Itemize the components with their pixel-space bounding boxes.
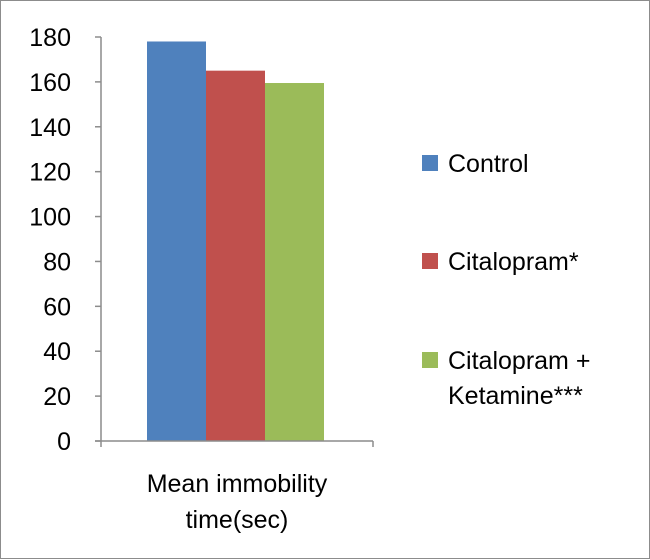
y-tick-label-80: 80 — [43, 248, 71, 276]
y-tick-label-180: 180 — [29, 24, 71, 52]
bar-2 — [206, 70, 265, 442]
bar-1 — [147, 41, 206, 441]
legend-label-3-line-2: Ketamine*** — [448, 382, 583, 410]
y-tick-label-100: 100 — [29, 204, 71, 232]
y-tick-label-0: 0 — [57, 428, 71, 456]
bar-3 — [265, 83, 324, 441]
legend-swatch-1 — [422, 155, 438, 171]
y-tick-label-120: 120 — [29, 159, 71, 187]
legend-label-1: Control — [448, 150, 529, 178]
y-tick-label-140: 140 — [29, 114, 71, 142]
y-tick-label-160: 160 — [29, 69, 71, 97]
plot-area: 0 20 40 60 80 100 120 140 160 180 Mean immobility t… — [29, 24, 374, 534]
legend-label-3-line-1: Citalopram + — [448, 347, 590, 375]
legend-swatch-2 — [422, 253, 438, 269]
x-category-label-line-1: Mean immobility — [147, 470, 328, 498]
legend-swatch-3 — [422, 352, 438, 368]
legend: Control Citalopram* Citalopram + Ketamine**… — [422, 150, 590, 410]
x-category-label-line-2: time(sec) — [186, 506, 289, 534]
legend-label-2: Citalopram* — [448, 248, 579, 276]
y-tick-label-60: 60 — [43, 293, 71, 321]
y-tick-label-40: 40 — [43, 338, 71, 366]
y-tick-label-20: 20 — [43, 383, 71, 411]
